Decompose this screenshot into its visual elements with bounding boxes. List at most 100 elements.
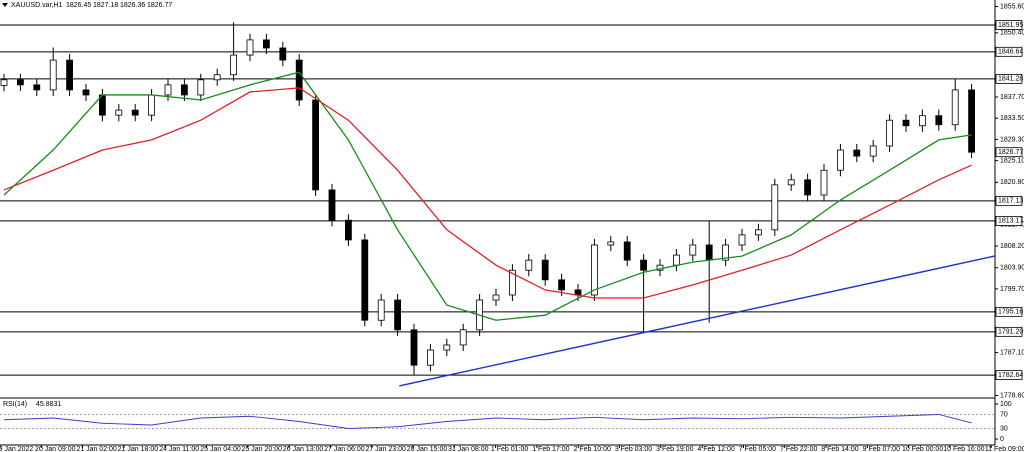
level-label-box bbox=[995, 46, 1023, 57]
x-tick-label: 24 Jan 11:00 bbox=[159, 446, 199, 452]
candle-body bbox=[197, 79, 205, 96]
x-tick-label: 10 Feb 00:00 bbox=[902, 446, 943, 452]
current-price-box bbox=[995, 147, 1023, 158]
x-tick-label: 25 Jan 20:00 bbox=[242, 446, 283, 452]
y-tick-label: 1850.40 bbox=[1000, 30, 1024, 37]
x-tick-label: 10 Feb 16:00 bbox=[943, 446, 984, 452]
x-tick-label: 1 Feb 01:00 bbox=[491, 446, 528, 452]
candle-body bbox=[771, 184, 779, 231]
y-tick-label: 1799.70 bbox=[1000, 286, 1024, 293]
candle-body bbox=[82, 89, 90, 96]
y-tick-label: 1825.10 bbox=[1000, 157, 1024, 164]
candle-body bbox=[837, 149, 844, 171]
level-label-box bbox=[995, 370, 1023, 380]
candle-body bbox=[49, 59, 57, 91]
level-label: 1795.16 bbox=[998, 309, 1023, 316]
candle-body bbox=[722, 244, 729, 261]
y-tick-label: 1778.60 bbox=[1000, 392, 1024, 399]
candle-body bbox=[115, 109, 123, 116]
x-tick-label: 27 Jan 06:00 bbox=[324, 446, 365, 452]
candle-body bbox=[738, 234, 746, 246]
x-tick-label: 8 Feb 14:00 bbox=[821, 446, 858, 452]
level-label: 1791.20 bbox=[998, 329, 1023, 336]
candle-body bbox=[951, 89, 959, 126]
candle-body bbox=[426, 349, 434, 366]
candle-body bbox=[230, 54, 238, 76]
x-tick-label: 3 Feb 03:00 bbox=[615, 446, 652, 452]
candle-body bbox=[607, 241, 615, 246]
rsi-line bbox=[3, 414, 972, 429]
candle-body bbox=[377, 299, 385, 321]
candle-body bbox=[246, 39, 254, 56]
x-tick-label: 11 Feb 09:00 bbox=[985, 446, 1024, 452]
level-label-box bbox=[995, 195, 1023, 206]
moving-average bbox=[3, 71, 972, 321]
candle-body bbox=[148, 94, 156, 116]
candle-body bbox=[492, 294, 500, 301]
candle-body bbox=[787, 179, 795, 186]
candle-body bbox=[853, 149, 861, 157]
y-tick-label: 1855.60 bbox=[1000, 3, 1024, 10]
trendline bbox=[399, 255, 995, 387]
current-price: 1826.77 bbox=[998, 149, 1023, 156]
x-tick-label: 7 Feb 05:00 bbox=[739, 446, 776, 452]
quote-value: 1826.45 bbox=[66, 2, 91, 9]
candle-body bbox=[295, 59, 303, 101]
candle-body bbox=[180, 84, 188, 96]
candle-body bbox=[591, 244, 598, 296]
rsi-value: 45.8831 bbox=[36, 401, 61, 408]
candle-body bbox=[443, 344, 451, 351]
menu-arrow[interactable] bbox=[2, 3, 8, 7]
rsi-tick-label: 0 bbox=[1000, 436, 1004, 443]
candle-body bbox=[525, 259, 533, 271]
candle-body bbox=[968, 89, 975, 153]
level-label: 1782.64 bbox=[998, 372, 1023, 379]
candle-body bbox=[394, 299, 402, 331]
level-label: 1841.28 bbox=[998, 76, 1023, 83]
quote-value: 1826.77 bbox=[147, 2, 172, 9]
y-tick-label: 1829.30 bbox=[1000, 136, 1024, 143]
candle-body bbox=[131, 109, 139, 116]
candle-body bbox=[361, 239, 369, 321]
level-label-box bbox=[995, 306, 1023, 317]
candle-body bbox=[574, 289, 582, 296]
level-label-box bbox=[995, 73, 1023, 84]
candle-body bbox=[640, 259, 647, 271]
candle-body bbox=[213, 74, 221, 81]
candle-body bbox=[689, 244, 697, 256]
candle-body bbox=[16, 79, 24, 86]
candle-body bbox=[919, 115, 926, 127]
candle-body bbox=[279, 47, 287, 61]
y-tick-label: 1833.50 bbox=[1000, 115, 1024, 122]
candle-body bbox=[804, 179, 811, 196]
level-label: 1813.17 bbox=[998, 218, 1023, 225]
candle-body bbox=[623, 241, 631, 261]
y-tick-label: 1808.20 bbox=[1000, 243, 1024, 250]
x-tick-label: 4 Feb 12:00 bbox=[697, 446, 734, 452]
moving-average bbox=[3, 87, 972, 299]
x-tick-label: 31 Jan 08:00 bbox=[448, 446, 489, 452]
level-label: 1846.64 bbox=[998, 49, 1023, 56]
y-tick-label: 1803.90 bbox=[1000, 265, 1024, 272]
candle-body bbox=[541, 259, 549, 281]
x-tick-label: 9 Feb 07:00 bbox=[863, 446, 900, 452]
candle-body bbox=[164, 84, 172, 96]
x-tick-label: 19 Jan 2022 bbox=[0, 446, 33, 452]
level-label: 1817.13 bbox=[998, 198, 1023, 205]
rsi-tick-label: 70 bbox=[1000, 411, 1008, 418]
x-tick-label: 27 Jan 23:00 bbox=[365, 446, 406, 452]
level-label: 1851.95 bbox=[998, 22, 1023, 29]
x-tick-label: 7 Feb 22:00 bbox=[780, 446, 817, 452]
level-label-box bbox=[995, 215, 1023, 226]
symbol: XAUUSD.var,H1 bbox=[11, 2, 62, 9]
y-tick-label: 1820.80 bbox=[1000, 179, 1024, 186]
x-tick-label: 25 Jan 04:00 bbox=[200, 446, 241, 452]
x-tick-label: 1 Feb 17:00 bbox=[532, 446, 569, 452]
candle-body bbox=[705, 244, 713, 261]
candle-body bbox=[869, 145, 877, 157]
candle-body bbox=[66, 59, 73, 91]
x-tick-label: 26 Jan 13:00 bbox=[283, 446, 324, 452]
quote-value: 1826.36 bbox=[120, 2, 145, 9]
rsi-label: RSI(14) bbox=[3, 401, 27, 408]
